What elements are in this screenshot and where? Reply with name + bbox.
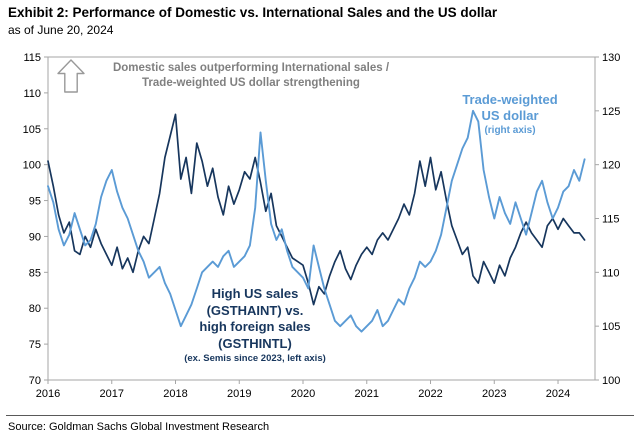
sales-label-line-1: High US sales — [211, 286, 299, 301]
sales-label-line-3: high foreign sales — [199, 319, 311, 334]
dollar-series-label: Trade-weighted US dollar (right axis) — [430, 92, 590, 137]
sales-series-line — [47, 113, 586, 306]
sales-label-sub: (ex. Semis since 2023, left axis) — [184, 353, 326, 364]
right-axis-tick-label: 120 — [602, 160, 620, 172]
left-axis-tick-label: 70 — [29, 375, 41, 387]
chart-annotation: Domestic sales outperforming Internation… — [86, 61, 416, 91]
right-axis-tick-label: 125 — [602, 106, 620, 118]
right-axis-tick-label: 110 — [602, 267, 620, 279]
x-axis-tick-label: 2018 — [163, 388, 187, 400]
annotation-line-2: Trade-weighted US dollar strengthening — [142, 77, 360, 89]
left-axis-tick-label: 75 — [29, 339, 41, 351]
dollar-label-line-2: US dollar — [481, 108, 539, 123]
left-axis-tick-label: 115 — [23, 52, 41, 64]
x-axis-tick-label: 2020 — [291, 388, 315, 400]
left-axis-tick-label: 95 — [29, 196, 41, 208]
x-axis-tick-label: 2021 — [355, 388, 379, 400]
x-axis-tick-label: 2017 — [100, 388, 124, 400]
source-text: Source: Goldman Sachs Global Investment … — [8, 421, 270, 433]
x-axis-tick-label: 2024 — [546, 388, 570, 400]
right-axis-tick-label: 130 — [602, 52, 620, 64]
exhibit-subtitle: as of June 20, 2024 — [8, 23, 114, 37]
dollar-label-sub: (right axis) — [484, 125, 536, 136]
sales-label-line-2: (GSTHAINT) vs. — [206, 302, 304, 318]
left-axis-tick-label: 85 — [29, 267, 41, 279]
x-axis-tick-label: 2019 — [227, 388, 251, 400]
left-axis-tick-label: 80 — [29, 303, 41, 315]
footer-divider — [6, 415, 634, 416]
left-axis-tick-label: 110 — [23, 88, 41, 100]
sales-series-label: High US sales (GSTHAINT) vs. high foreig… — [163, 286, 347, 365]
left-axis-tick-label: 100 — [23, 160, 41, 172]
x-axis-tick-label: 2023 — [482, 388, 506, 400]
x-axis-tick-label: 2016 — [36, 388, 60, 400]
sales-label-line-4: (GSTHINTL) — [218, 335, 292, 351]
right-axis-tick-label: 105 — [602, 321, 620, 333]
dollar-label-line-1: Trade-weighted — [462, 92, 558, 107]
right-axis-tick-label: 115 — [602, 214, 620, 226]
left-axis-tick-label: 90 — [29, 231, 41, 243]
annotation-line-1: Domestic sales outperforming Internation… — [112, 62, 390, 74]
dollar-series-line — [47, 109, 586, 333]
up-arrow-icon — [57, 59, 85, 93]
left-axis-tick-label: 105 — [23, 124, 41, 136]
x-axis-tick-label: 2022 — [418, 388, 442, 400]
exhibit-title: Exhibit 2: Performance of Domestic vs. I… — [8, 5, 498, 20]
right-axis-tick-label: 100 — [602, 375, 620, 387]
